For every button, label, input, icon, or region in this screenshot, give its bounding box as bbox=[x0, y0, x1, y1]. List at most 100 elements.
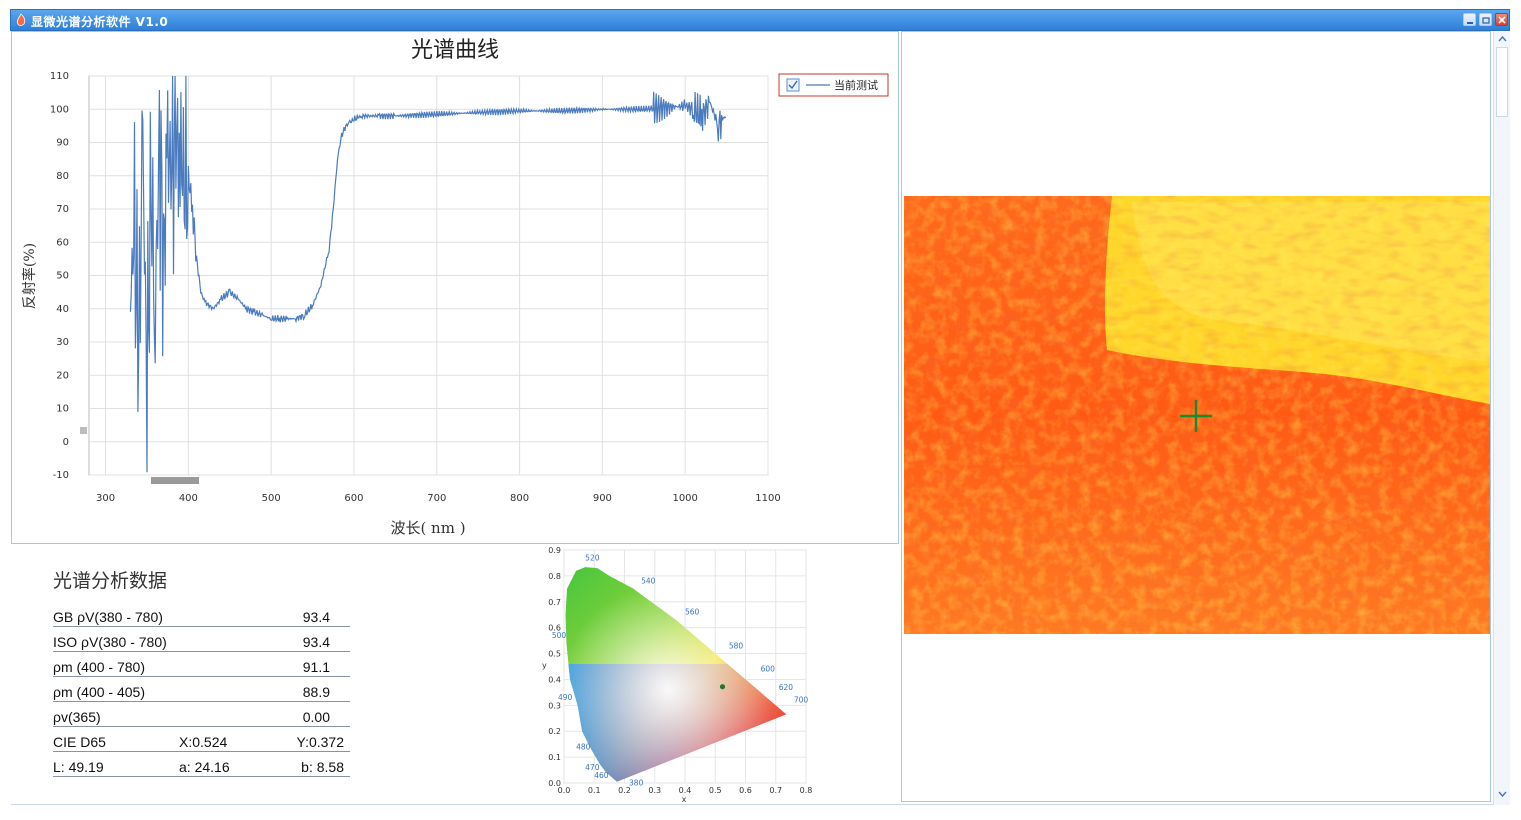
legend-label: 当前测试 bbox=[834, 78, 878, 92]
vertical-scrollbar[interactable] bbox=[1493, 31, 1510, 805]
cie-y-label: y bbox=[542, 661, 547, 670]
title-bar: 显微光谱分析软件 V1.0 bbox=[10, 9, 1510, 31]
cie-wavelength-label: 470 bbox=[585, 763, 600, 772]
analysis-row: ρm (400 - 405) 88.9 bbox=[53, 680, 350, 702]
y-tick-label: 100 bbox=[50, 104, 69, 115]
restore-button[interactable] bbox=[1479, 13, 1492, 26]
cie-wavelength-label: 380 bbox=[629, 779, 644, 788]
cie-wavelength-label: 560 bbox=[685, 608, 700, 617]
checkmark-icon bbox=[788, 80, 798, 90]
cie-wavelength-label: 700 bbox=[794, 696, 809, 705]
cie-y-tick-label: 0.8 bbox=[548, 572, 561, 581]
x-tick-label: 500 bbox=[262, 493, 281, 504]
analysis-row-value: 0.00 bbox=[302, 709, 330, 725]
y-scroll-handle[interactable] bbox=[80, 427, 87, 434]
x-tick-label: 800 bbox=[510, 493, 529, 504]
cie-x-label: x bbox=[682, 795, 687, 804]
y-tick-label: 40 bbox=[56, 304, 69, 315]
close-icon bbox=[1498, 16, 1506, 24]
crosshair-icon bbox=[1180, 400, 1212, 432]
y-tick-label: -10 bbox=[53, 470, 69, 481]
x-tick-label: 400 bbox=[179, 493, 198, 504]
lab-b-value: b: 8.58 bbox=[301, 759, 344, 775]
analysis-row: ρv(365) 0.00 bbox=[53, 705, 350, 727]
app-logo-icon bbox=[16, 13, 26, 26]
lab-l-value: L: 49.19 bbox=[53, 759, 104, 775]
restore-icon bbox=[1482, 17, 1490, 24]
lab-a-value: a: 24.16 bbox=[179, 759, 230, 775]
cie-y-tick-label: 0.4 bbox=[548, 675, 561, 684]
scrollbar-thumb[interactable] bbox=[1496, 47, 1508, 117]
y-tick-label: 70 bbox=[56, 204, 69, 215]
analysis-row-label: ρm (400 - 780) bbox=[53, 659, 145, 675]
analysis-row-label: ρm (400 - 405) bbox=[53, 684, 145, 700]
cie-y-tick-label: 0.2 bbox=[548, 727, 561, 736]
cie-wavelength-label: 580 bbox=[729, 641, 744, 650]
cie-x-tick-label: 0.8 bbox=[800, 786, 813, 795]
cie-x-value: X:0.524 bbox=[179, 734, 228, 750]
cie-y-tick-label: 0.3 bbox=[548, 701, 561, 710]
micrograph-image bbox=[904, 196, 1490, 634]
cie-y-tick-label: 0.9 bbox=[548, 546, 561, 555]
y-tick-label: 90 bbox=[56, 138, 69, 149]
close-button[interactable] bbox=[1495, 13, 1508, 26]
spectrum-chart[interactable]: 光谱曲线 300 400 500 600 700 800 900 1000 1100 -10 0 10… bbox=[12, 32, 898, 543]
y-tick-label: 20 bbox=[56, 370, 69, 381]
cie-y-tick-label: 0.1 bbox=[548, 753, 561, 762]
micrograph-canvas[interactable] bbox=[902, 32, 1492, 803]
analysis-row-value: 91.1 bbox=[302, 659, 330, 675]
minimize-icon bbox=[1467, 22, 1473, 24]
spectrum-chart-panel: 光谱曲线 300 400 500 600 700 800 900 1000 1100 -10 0 10… bbox=[11, 31, 899, 544]
y-tick-label: 30 bbox=[56, 337, 69, 348]
cie-wavelength-label: 600 bbox=[761, 665, 776, 674]
cie-x-tick-label: 0.0 bbox=[558, 786, 571, 795]
cie-y-value: Y:0.372 bbox=[296, 734, 345, 750]
micrograph-panel bbox=[901, 31, 1491, 802]
analysis-row-value: 93.4 bbox=[302, 634, 330, 650]
cie-row: CIE D65 X:0.524 Y:0.372 bbox=[53, 730, 350, 752]
x-scroll-handle[interactable] bbox=[151, 477, 199, 484]
chart-grid bbox=[89, 75, 769, 476]
scroll-up-icon[interactable] bbox=[1494, 32, 1511, 46]
y-tick-label: 10 bbox=[56, 404, 69, 415]
cie-axis-ticks: 0.0 0.1 0.2 0.3 0.4 0.5 0.6 0.7 0.8 0.0 0.1 0.2 0.3 0… bbox=[548, 546, 812, 795]
y-tick-label: 60 bbox=[56, 237, 69, 248]
cie-label: CIE D65 bbox=[53, 734, 106, 750]
cie-wavelength-label: 460 bbox=[594, 771, 609, 780]
series-line-current-test bbox=[129, 75, 727, 473]
cie-x-tick-label: 0.1 bbox=[588, 786, 601, 795]
cie-x-tick-label: 0.5 bbox=[709, 786, 722, 795]
minimize-button[interactable] bbox=[1463, 13, 1476, 26]
analysis-row: ρm (400 - 780) 91.1 bbox=[53, 655, 350, 677]
y-tick-label: 110 bbox=[50, 71, 69, 82]
analysis-title: 光谱分析数据 bbox=[53, 570, 168, 592]
y-tick-label: 0 bbox=[63, 437, 69, 448]
lab-row: L: 49.19 a: 24.16 b: 8.58 bbox=[53, 755, 350, 777]
legend-checkbox[interactable] bbox=[786, 78, 800, 92]
chart-legend[interactable]: 当前测试 bbox=[778, 73, 889, 97]
cie-y-tick-label: 0.7 bbox=[548, 598, 561, 607]
analysis-row: ISO ρV(380 - 780) 93.4 bbox=[53, 630, 350, 652]
x-tick-label: 900 bbox=[593, 493, 612, 504]
cie-x-tick-label: 0.3 bbox=[648, 786, 661, 795]
y-tick-label: 50 bbox=[56, 271, 69, 282]
x-tick-label: 700 bbox=[427, 493, 446, 504]
cie-wavelength-label: 490 bbox=[558, 693, 573, 702]
window-bottom-border bbox=[11, 804, 1493, 805]
cie-x-tick-label: 0.7 bbox=[769, 786, 782, 795]
analysis-row-label: GB ρV(380 - 780) bbox=[53, 609, 163, 625]
analysis-row: GB ρV(380 - 780) 93.4 bbox=[53, 605, 350, 627]
x-tick-label: 600 bbox=[344, 493, 363, 504]
y-axis-label: 反射率(%) bbox=[21, 243, 38, 309]
cie-x-tick-label: 0.2 bbox=[618, 786, 631, 795]
cie-sample-point bbox=[719, 684, 726, 690]
x-tick-label: 1100 bbox=[755, 493, 780, 504]
cie-chromaticity-diagram: 0.0 0.1 0.2 0.3 0.4 0.5 0.6 0.7 0.8 0.0 0.1 0.2 0.3 0… bbox=[542, 546, 812, 804]
cie-wavelength-label: 480 bbox=[576, 742, 591, 751]
cie-wavelength-label: 500 bbox=[552, 631, 567, 640]
scroll-down-icon[interactable] bbox=[1494, 787, 1511, 801]
cie-wavelength-label: 620 bbox=[779, 683, 794, 692]
x-tick-label: 300 bbox=[96, 493, 115, 504]
